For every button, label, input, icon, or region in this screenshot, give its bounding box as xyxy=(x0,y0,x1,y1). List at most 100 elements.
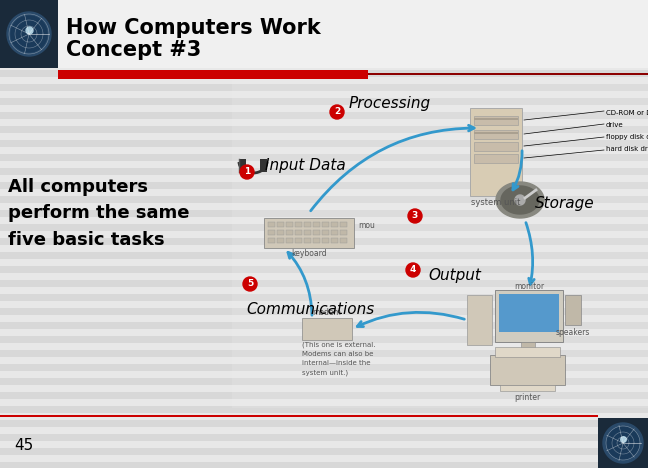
Bar xyxy=(313,230,320,235)
Text: 1: 1 xyxy=(244,168,250,176)
Bar xyxy=(0,56,648,63)
Bar xyxy=(0,385,648,392)
Polygon shape xyxy=(515,195,525,205)
Bar xyxy=(0,322,648,329)
Text: 2: 2 xyxy=(334,108,340,117)
Bar xyxy=(0,84,648,91)
Text: drive: drive xyxy=(606,122,623,128)
Text: All computers
perform the same
five basic tasks: All computers perform the same five basi… xyxy=(8,178,189,249)
Text: Concept #3: Concept #3 xyxy=(66,40,202,60)
Bar xyxy=(0,28,648,35)
Bar xyxy=(268,222,275,227)
Circle shape xyxy=(330,105,344,119)
Circle shape xyxy=(240,165,254,179)
Bar xyxy=(277,222,284,227)
Bar xyxy=(0,441,648,448)
Bar xyxy=(474,154,518,163)
Bar xyxy=(304,222,311,227)
Bar xyxy=(0,91,648,98)
Bar xyxy=(0,182,648,189)
Text: mou: mou xyxy=(358,221,375,230)
Bar xyxy=(286,238,293,243)
Text: modem: modem xyxy=(312,308,341,317)
Bar xyxy=(0,315,648,322)
Bar xyxy=(239,159,246,172)
Bar xyxy=(264,218,354,248)
Bar xyxy=(500,385,555,391)
Bar xyxy=(490,355,565,385)
Bar xyxy=(0,63,648,70)
Bar xyxy=(0,266,648,273)
Text: monitor: monitor xyxy=(514,282,544,291)
Bar xyxy=(368,73,648,75)
Bar xyxy=(0,168,648,175)
Circle shape xyxy=(406,263,420,277)
Bar xyxy=(0,154,648,161)
Bar xyxy=(331,230,338,235)
Bar xyxy=(0,21,648,28)
Text: system unit: system unit xyxy=(471,198,521,207)
Text: Storage: Storage xyxy=(535,196,595,211)
Bar xyxy=(0,434,648,441)
Bar xyxy=(0,406,648,413)
Polygon shape xyxy=(496,182,544,218)
Text: hard disk drive (hidden): hard disk drive (hidden) xyxy=(606,146,648,153)
Bar xyxy=(0,415,598,417)
Bar xyxy=(0,224,648,231)
Text: CD-ROM or DVD-ROM: CD-ROM or DVD-ROM xyxy=(606,110,648,116)
Bar xyxy=(474,132,518,134)
Bar xyxy=(0,112,648,119)
Polygon shape xyxy=(607,427,639,459)
Bar xyxy=(295,230,302,235)
Bar xyxy=(0,189,648,196)
Bar xyxy=(495,347,560,357)
Bar xyxy=(260,159,267,172)
Bar xyxy=(331,238,338,243)
Bar xyxy=(0,329,648,336)
Bar xyxy=(0,308,648,315)
Bar xyxy=(467,295,492,345)
Bar xyxy=(0,217,648,224)
Polygon shape xyxy=(7,12,51,56)
Bar xyxy=(0,0,58,68)
Bar xyxy=(0,238,648,245)
Text: printer: printer xyxy=(514,393,540,402)
Text: How Computers Work: How Computers Work xyxy=(66,18,321,38)
Bar xyxy=(495,290,563,342)
Bar xyxy=(0,203,648,210)
Bar xyxy=(268,238,275,243)
Bar xyxy=(470,108,522,196)
Polygon shape xyxy=(501,186,539,214)
Text: Output: Output xyxy=(428,268,481,283)
Text: 45: 45 xyxy=(14,438,33,453)
Bar xyxy=(565,295,581,325)
Bar xyxy=(0,161,648,168)
Bar xyxy=(0,357,648,364)
Bar xyxy=(340,222,347,227)
Bar xyxy=(0,147,648,154)
Bar xyxy=(0,252,648,259)
Bar xyxy=(313,222,320,227)
Text: speakers: speakers xyxy=(556,328,590,337)
Bar xyxy=(0,455,648,462)
Bar xyxy=(0,0,648,68)
Text: Communications: Communications xyxy=(246,302,374,317)
Bar xyxy=(0,126,648,133)
Bar xyxy=(295,222,302,227)
Bar xyxy=(0,280,648,287)
Polygon shape xyxy=(603,423,643,463)
Bar xyxy=(0,231,648,238)
Bar xyxy=(232,80,648,408)
Bar xyxy=(322,238,329,243)
Bar xyxy=(0,245,648,252)
Bar xyxy=(0,392,648,399)
Circle shape xyxy=(243,277,257,291)
Bar xyxy=(474,116,518,125)
Bar xyxy=(474,142,518,151)
Bar xyxy=(511,350,545,354)
Polygon shape xyxy=(11,16,47,52)
Bar xyxy=(0,77,648,84)
Bar xyxy=(277,238,284,243)
Bar xyxy=(0,42,648,49)
Bar xyxy=(304,238,311,243)
